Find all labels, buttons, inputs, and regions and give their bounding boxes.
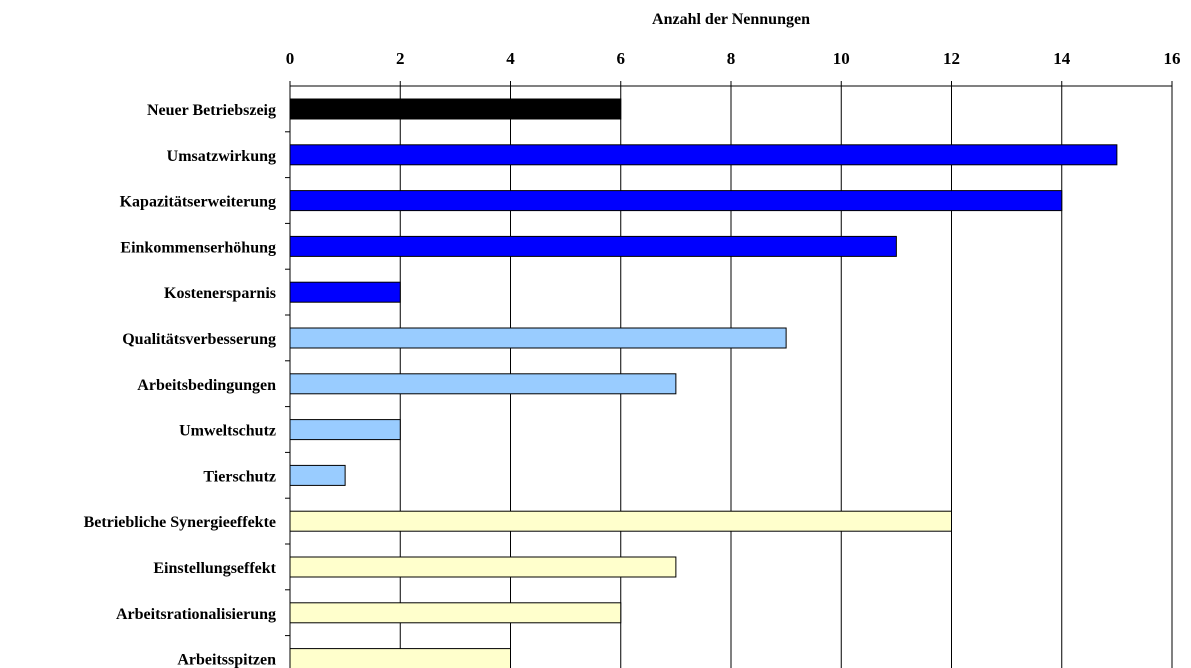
bar [289,602,622,624]
bar [289,144,1118,166]
x-tick-label: 14 [1053,49,1071,68]
category-label: Umweltschutz [179,423,276,440]
bar [289,556,677,578]
x-tick-label: 10 [833,49,850,68]
bar [289,648,511,668]
category-label: Qualitätsverbesserung [122,331,276,348]
category-label: Einstellungseffekt [153,560,276,577]
x-tick-label: 12 [943,49,960,68]
x-tick-label: 8 [727,49,736,68]
x-tick-label: 0 [286,49,295,68]
x-tick-label: 2 [396,49,405,68]
bar [289,327,787,349]
category-label: Arbeitsbedingungen [137,377,276,394]
x-tick-label: 4 [506,49,515,68]
category-label: Kapazitätserweiterung [120,194,276,211]
category-label: Einkommenserhöhung [120,239,276,256]
x-axis-title: Anzahl der Nennungen [652,11,810,28]
category-label: Arbeitsrationalisierung [116,606,276,623]
bar [289,373,677,395]
bars [289,98,1118,668]
category-label: Tierschutz [203,468,276,485]
x-tick-label: 6 [617,49,626,68]
bar [289,419,401,441]
category-label: Arbeitsspitzen [177,652,276,668]
bar [289,510,952,532]
category-label: Neuer Betriebszeig [147,102,276,119]
bar [289,235,897,257]
category-label: Umsatzwirkung [167,148,276,165]
category-label: Betriebliche Synergieeffekte [84,514,276,531]
x-axis-ticks: 0 2 4 6 8 10 12 14 16 [285,49,1181,637]
category-label: Kostenersparnis [164,285,276,302]
bar [289,190,1063,212]
bar [289,281,401,303]
bar [289,98,622,120]
bar [289,464,346,486]
x-tick-label: 16 [1164,49,1181,68]
category-labels: Neuer Betriebszeig Umsatzwirkung Kapazität… [84,102,277,668]
